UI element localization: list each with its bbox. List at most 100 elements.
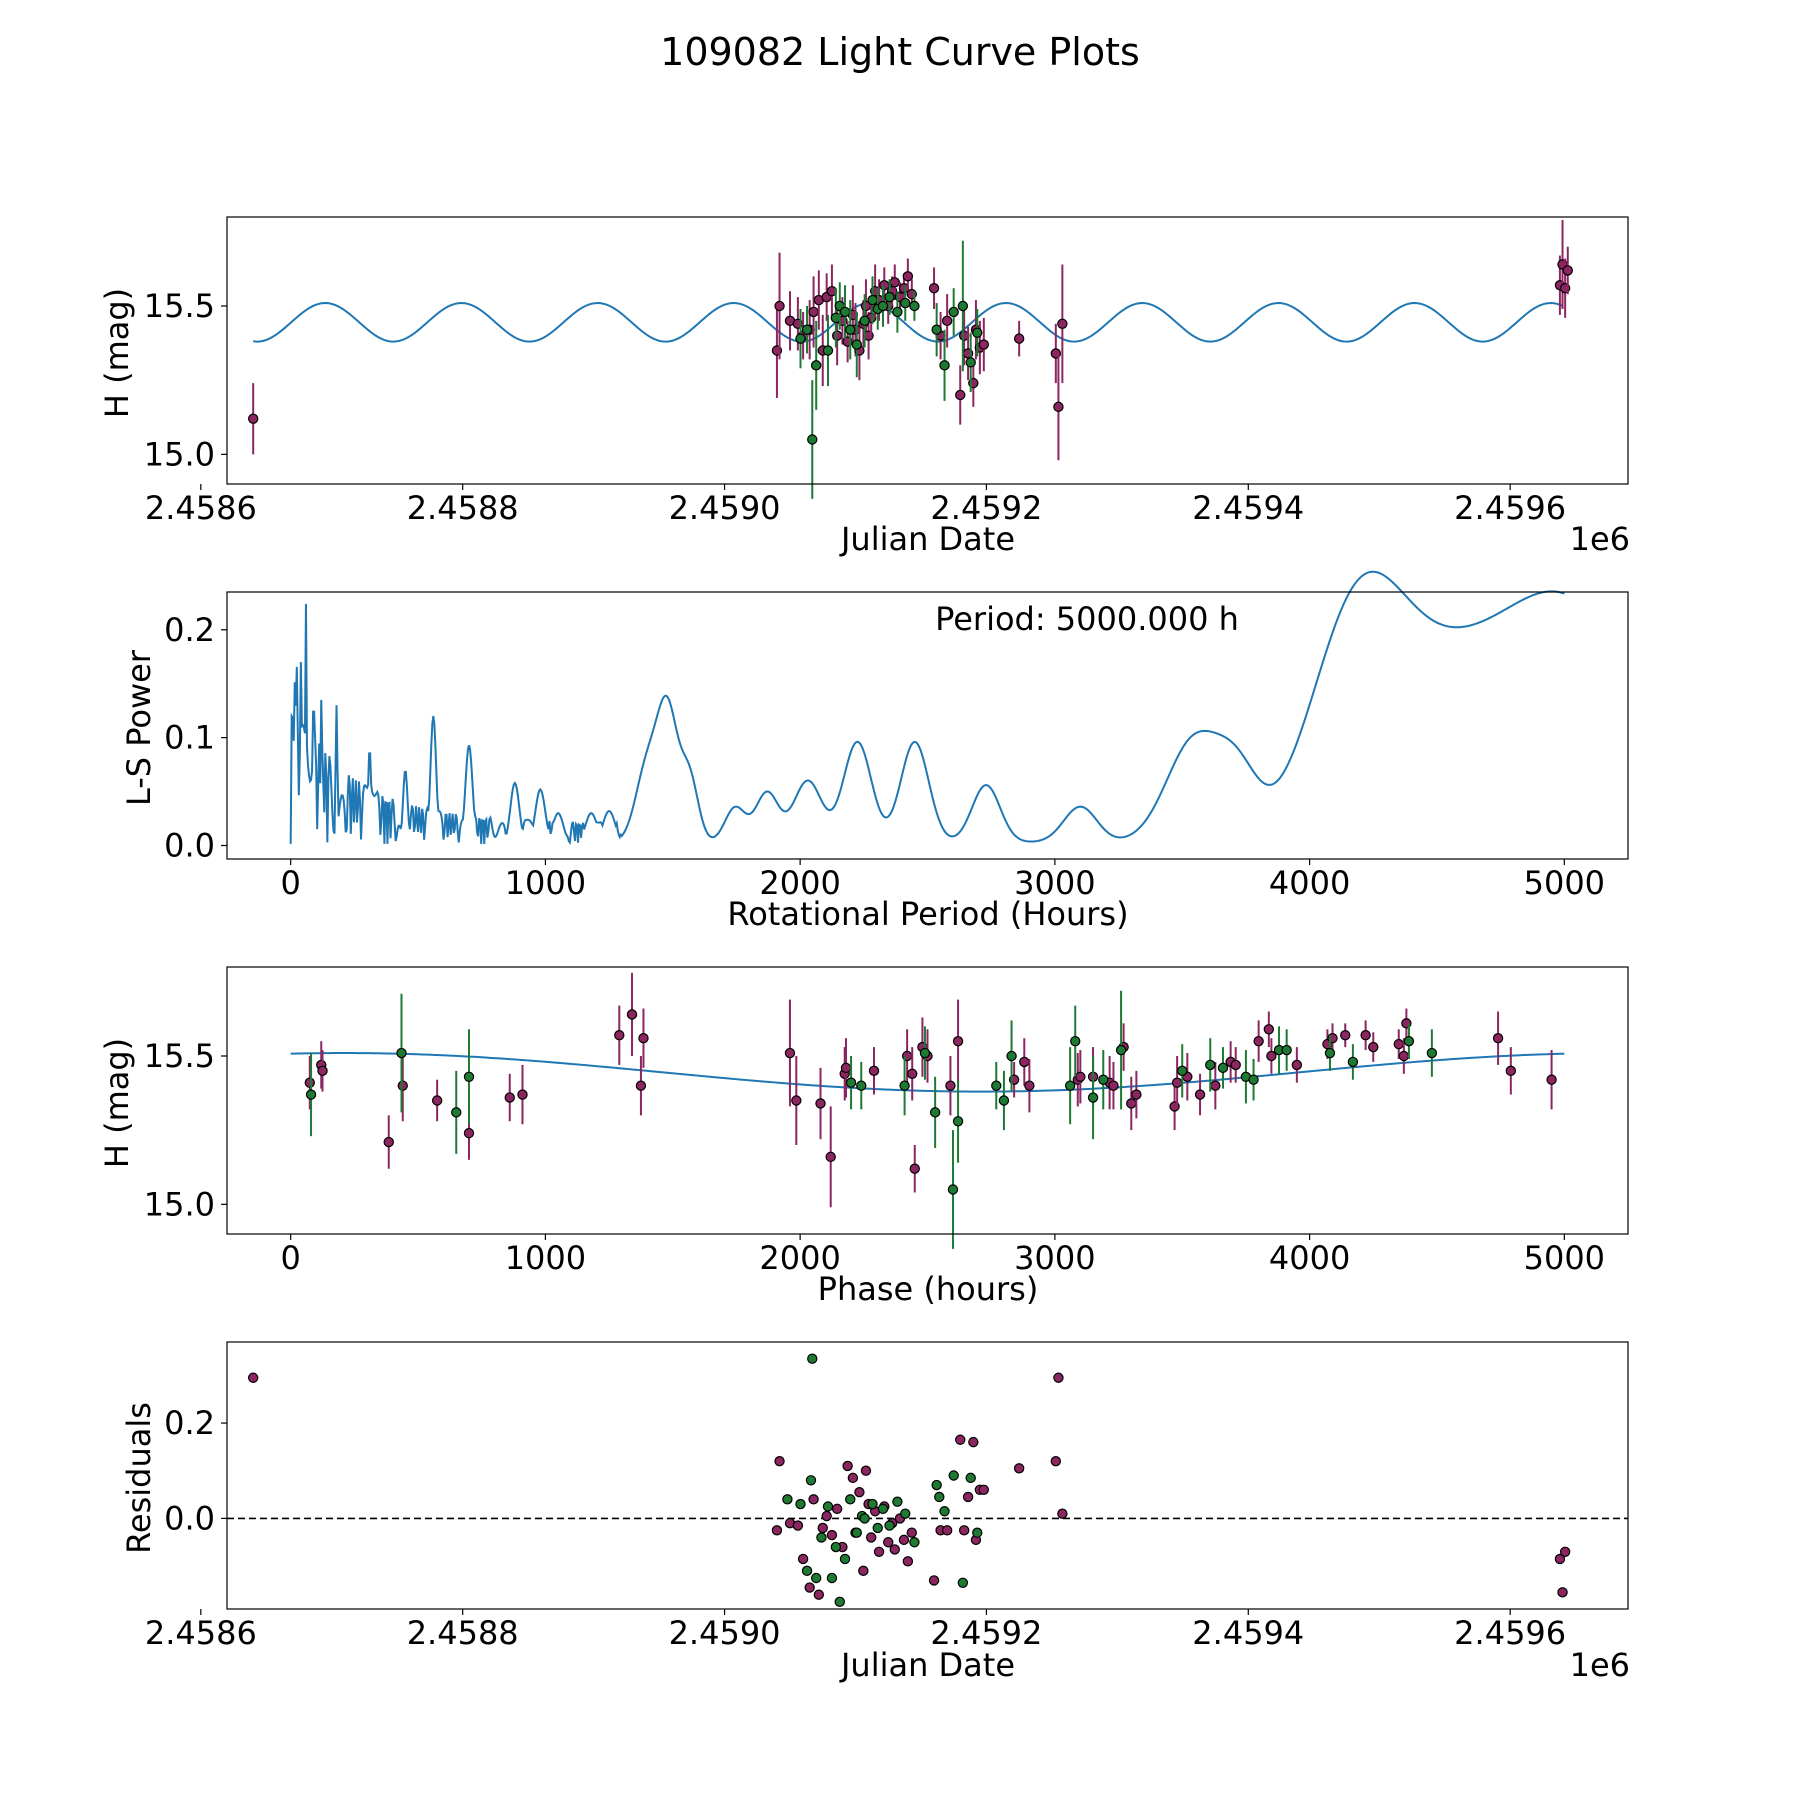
residuals-point-green <box>948 1470 959 1481</box>
periodogram-xtick-label: 5000 <box>1524 864 1605 902</box>
residuals-point-purple <box>906 1527 917 1538</box>
lightcurve-point-green <box>972 327 983 338</box>
residuals-point-purple <box>1050 1455 1062 1467</box>
periodogram-xtick-label: 1000 <box>505 864 586 902</box>
residuals-point-green <box>934 1491 945 1503</box>
phased-point-green <box>396 1047 407 1059</box>
residuals-point-green <box>807 1353 818 1364</box>
phased-point-green <box>1006 1050 1017 1062</box>
phased-axes: 0 1000 2000 3000 4000 5000 15.0 15.5 <box>144 966 1629 1277</box>
phased-point-green <box>1205 1059 1216 1071</box>
residuals-point-purple <box>774 1455 785 1467</box>
residuals-point-green <box>939 1506 950 1517</box>
lightcurve-xtick-label: 2.4586 <box>145 489 257 527</box>
residuals-point-green <box>909 1537 920 1548</box>
residuals-point-green <box>822 1501 834 1512</box>
phased-xtick-label: 4000 <box>1269 1239 1350 1277</box>
lightcurve-xtick-label: 2.4590 <box>669 489 781 527</box>
lightcurve-point-green <box>822 345 834 356</box>
residuals-point-green <box>972 1527 983 1538</box>
residuals-point-green <box>851 1527 862 1538</box>
phased-point-purple <box>1263 1024 1275 1035</box>
residuals-point-purple <box>804 1582 815 1593</box>
phased-point-purple <box>907 1068 918 1080</box>
residuals-point-green <box>872 1522 883 1534</box>
phased-xtick-label: 5000 <box>1524 1239 1605 1277</box>
phased-point-purple <box>1253 1035 1264 1047</box>
phased-point-purple <box>383 1136 394 1148</box>
lightcurve-xtick-label: 2.4596 <box>1454 489 1566 527</box>
residuals-xlabel: Julian Date <box>839 1646 1015 1684</box>
phased-point-purple <box>868 1065 880 1077</box>
residuals-point-green <box>816 1532 827 1543</box>
phased-point-green <box>1426 1047 1438 1059</box>
phased-point-purple <box>317 1065 328 1077</box>
residuals-point-purple <box>817 1522 828 1534</box>
residuals-point-purple <box>968 1436 979 1448</box>
phased-point-green <box>1347 1056 1359 1068</box>
phased-point-green <box>856 1080 867 1091</box>
residuals-offset-label: 1e6 <box>1570 1646 1630 1684</box>
phased-point-purple <box>1291 1059 1303 1071</box>
periodogram-xtick-label: 2000 <box>759 864 840 902</box>
residuals-ytick-label: 0.2 <box>164 1404 215 1442</box>
residuals-point-purple <box>771 1525 783 1536</box>
residuals-point-purple <box>854 1486 865 1498</box>
lightcurve-panel: 2.4586 2.4588 2.4590 2.4592 2.4594 2.4596 15.0… <box>98 216 1630 558</box>
phased-point-purple <box>952 1035 964 1047</box>
residuals-point-green <box>892 1496 903 1507</box>
residuals-point-purple <box>860 1465 872 1476</box>
residuals-point-purple <box>826 1529 838 1541</box>
lightcurve-point-green <box>851 339 862 350</box>
phased-point-purple <box>1194 1089 1206 1100</box>
periodogram-ytick-label: 0.1 <box>164 719 215 757</box>
residuals-point-purple <box>873 1546 885 1557</box>
phased-panel: 0 1000 2000 3000 4000 5000 15.0 15.5 Phase (hou… <box>98 966 1629 1308</box>
residuals-point-purple <box>797 1553 809 1565</box>
phased-ylabel: H (mag) <box>98 1038 136 1168</box>
residuals-point-purple <box>928 1575 940 1586</box>
residuals-point-green <box>801 1565 813 1577</box>
lightcurve-point-green <box>939 360 950 371</box>
phased-point-purple <box>1368 1041 1379 1053</box>
phased-point-green <box>1087 1092 1099 1103</box>
periodogram-plot-area <box>289 570 1565 845</box>
phased-point-purple <box>431 1095 443 1106</box>
lightcurve-frame <box>226 216 1629 485</box>
phased-point-purple <box>1505 1065 1517 1077</box>
lightcurve-point-green <box>807 434 818 445</box>
phased-point-green <box>305 1089 317 1100</box>
phased-xtick-label: 1000 <box>505 1239 586 1277</box>
phased-point-green <box>1324 1047 1336 1059</box>
lightcurve-model-curve <box>253 302 1563 343</box>
phased-point-purple <box>1019 1056 1030 1068</box>
residuals-point-purple <box>889 1544 900 1555</box>
periodogram-power-line <box>289 570 1565 845</box>
phased-point-green <box>929 1107 941 1118</box>
phased-frame <box>226 966 1629 1235</box>
residuals-point-purple <box>902 1556 914 1567</box>
periodogram-xtick-label: 4000 <box>1269 864 1350 902</box>
residuals-point-green <box>795 1498 806 1510</box>
residuals-point-purple <box>847 1472 859 1484</box>
residuals-point-green <box>839 1553 851 1565</box>
lightcurve-plot-area <box>247 219 1573 499</box>
phased-point-purple <box>791 1095 802 1106</box>
phased-point-green <box>952 1116 964 1127</box>
lightcurve-point-purple <box>1053 401 1064 413</box>
lightcurve-point-green <box>867 294 878 306</box>
phased-point-purple <box>463 1127 475 1139</box>
lightcurve-point-green <box>892 306 903 318</box>
lightcurve-point-purple <box>1013 333 1025 344</box>
phased-point-purple <box>614 1030 625 1041</box>
lightcurve-point-green <box>801 324 813 335</box>
lightcurve-point-purple <box>1562 265 1573 276</box>
phased-point-green <box>1064 1080 1076 1091</box>
phased-point-purple <box>1546 1074 1557 1085</box>
residuals-xtick-label: 2.4592 <box>930 1614 1042 1652</box>
phased-point-purple <box>784 1047 796 1059</box>
residuals-point-purple <box>1554 1553 1566 1565</box>
figure-title: 109082 Light Curve Plots <box>660 30 1140 74</box>
